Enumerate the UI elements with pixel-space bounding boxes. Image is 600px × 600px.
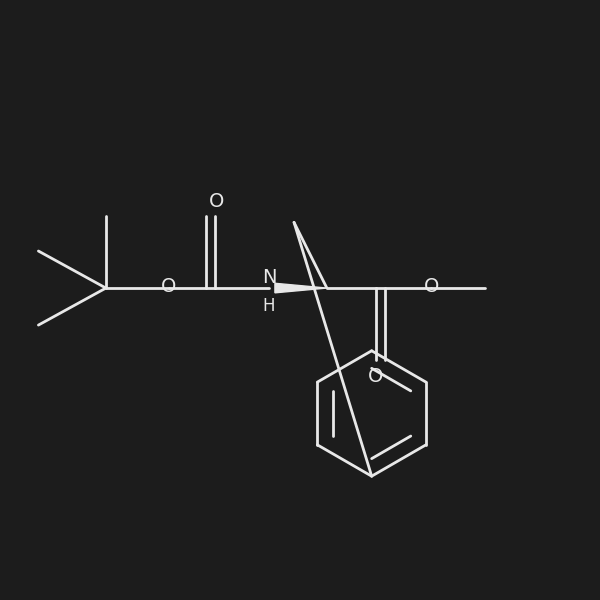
Text: H: H xyxy=(263,297,275,315)
Text: O: O xyxy=(368,367,383,386)
Text: O: O xyxy=(209,192,224,211)
Text: O: O xyxy=(161,277,176,296)
Text: O: O xyxy=(424,277,439,296)
Text: N: N xyxy=(262,268,276,287)
Polygon shape xyxy=(275,283,327,293)
